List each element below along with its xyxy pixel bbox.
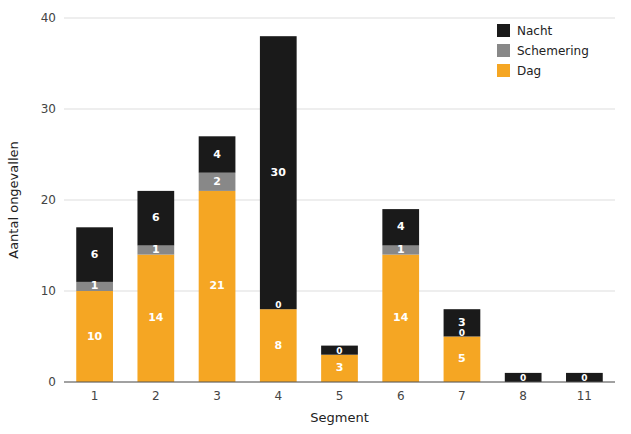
- x-tick-label: 2: [152, 389, 160, 403]
- legend-swatch: [497, 44, 510, 57]
- bar-segment: [321, 355, 358, 382]
- data-label: 0: [459, 328, 465, 338]
- x-tick-label: 5: [336, 389, 344, 403]
- bar-segment: [199, 136, 236, 172]
- grid-line: [64, 382, 615, 383]
- data-label: 14: [148, 311, 164, 324]
- y-axis: 010203040: [41, 11, 615, 389]
- bar-segment: [260, 36, 297, 309]
- data-label: 0: [275, 300, 281, 310]
- bars: [76, 36, 603, 382]
- data-label: 30: [271, 166, 287, 179]
- bar-segment: [382, 255, 419, 382]
- x-axis-line: [64, 382, 615, 383]
- y-tick-label: 10: [41, 284, 56, 298]
- x-tick-label: 1: [91, 389, 99, 403]
- x-tick-label: 4: [274, 389, 282, 403]
- y-tick-label: 20: [41, 193, 56, 207]
- data-label: 3: [336, 361, 344, 374]
- x-tick-label: 3: [213, 389, 221, 403]
- bar-segment: [199, 191, 236, 382]
- data-label: 3: [458, 316, 466, 329]
- legend-label: Dag: [517, 64, 541, 78]
- grid-line: [64, 109, 615, 110]
- bar-segment: [321, 346, 358, 355]
- data-label: 4: [397, 220, 405, 233]
- bar-segment: [505, 373, 542, 382]
- data-label: 6: [91, 248, 99, 261]
- x-tick-label: 6: [397, 389, 405, 403]
- data-label: 2: [213, 175, 221, 188]
- y-tick-label: 0: [48, 375, 56, 389]
- bar-segment: [566, 373, 603, 382]
- x-tick-label: 11: [577, 389, 592, 403]
- y-tick-label: 40: [41, 11, 56, 25]
- data-label: 21: [209, 279, 224, 292]
- data-label: 6: [152, 211, 160, 224]
- data-label: 4: [213, 148, 221, 161]
- data-label: 1: [91, 279, 99, 292]
- bar-segment: [382, 209, 419, 245]
- legend: Nacht Schemering Dag: [497, 24, 589, 78]
- bar-segment: [444, 309, 481, 336]
- bar-segment: [260, 309, 297, 382]
- bar-segment: [76, 291, 113, 382]
- bar-segment: [137, 191, 174, 246]
- data-labels: 101421831451120010006643043: [87, 148, 588, 384]
- grid-line: [64, 18, 615, 19]
- bar-segment: [76, 227, 113, 282]
- data-label: 1: [397, 243, 405, 256]
- legend-swatch: [497, 24, 510, 37]
- legend-swatch: [497, 64, 510, 77]
- data-label: 14: [393, 311, 409, 324]
- data-label: 1: [152, 243, 160, 256]
- bar-segment: [137, 255, 174, 382]
- y-axis-title: Aantal ongevallen: [6, 141, 21, 258]
- data-label: 10: [87, 330, 103, 343]
- legend-label: Schemering: [517, 44, 589, 58]
- bar-segment: [444, 337, 481, 383]
- chart: 0102030401014218314511200100066430431234…: [0, 0, 631, 434]
- bar-segment: [199, 173, 236, 191]
- data-label: 0: [336, 346, 342, 356]
- x-axis-title: Segment: [310, 410, 369, 425]
- legend-label: Nacht: [517, 24, 553, 38]
- x-tick-label: 7: [458, 389, 466, 403]
- y-tick-label: 30: [41, 102, 56, 116]
- x-axis: 1 2 3 4 5 6 7 8 11: [64, 382, 615, 403]
- data-label: 8: [274, 339, 282, 352]
- data-label: 5: [458, 352, 466, 365]
- x-tick-label: 8: [519, 389, 527, 403]
